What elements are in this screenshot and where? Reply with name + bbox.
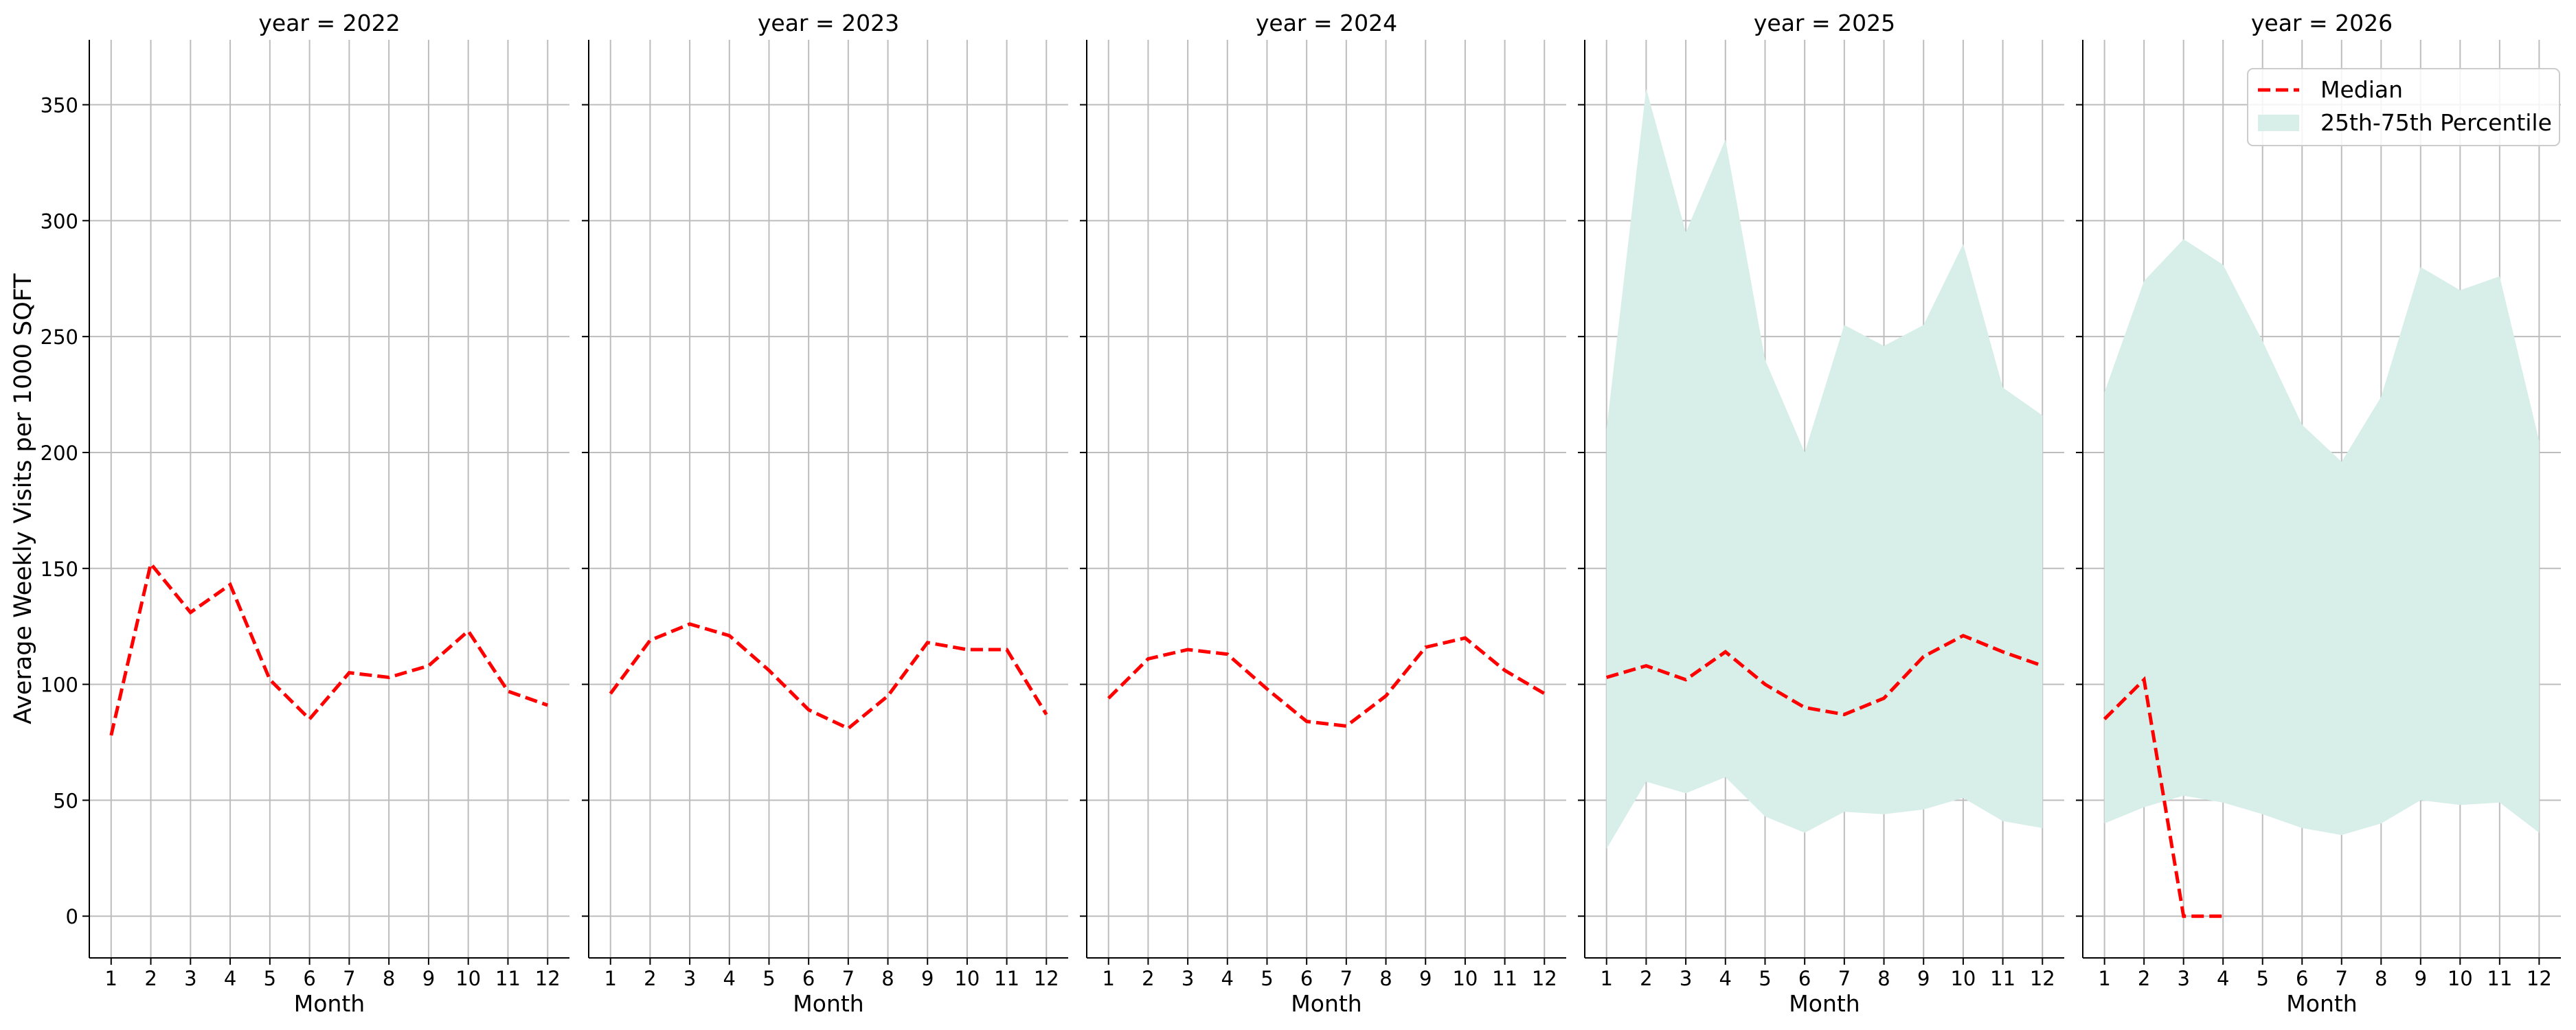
x-tick-label: 1 [2098, 967, 2110, 990]
legend-median-label: Median [2320, 76, 2403, 103]
x-tick-label: 9 [1419, 967, 1432, 990]
x-axis-label: Month [1789, 990, 1860, 1017]
y-tick-label: 300 [41, 209, 78, 233]
x-axis-label: Month [294, 990, 365, 1017]
x-tick-label: 8 [2375, 967, 2387, 990]
x-axis-label: Month [793, 990, 863, 1017]
x-tick-label: 1 [605, 967, 617, 990]
x-tick-label: 3 [2177, 967, 2189, 990]
x-tick-label: 5 [1261, 967, 1273, 990]
percentile-band [1606, 88, 2043, 849]
x-tick-label: 1 [1103, 967, 1115, 990]
x-tick-label: 12 [535, 967, 561, 990]
x-tick-label: 11 [1492, 967, 1517, 990]
x-tick-label: 12 [2030, 967, 2055, 990]
x-tick-label: 5 [762, 967, 775, 990]
x-tick-label: 3 [1182, 967, 1194, 990]
panel-title: year = 2025 [1754, 10, 1895, 36]
y-tick-label: 100 [41, 674, 78, 697]
legend-box [2247, 68, 2560, 146]
x-tick-label: 4 [224, 967, 236, 990]
x-tick-label: 7 [1838, 967, 1851, 990]
legend-band-swatch [2258, 115, 2299, 131]
legend-band-label: 25th-75th Percentile [2320, 109, 2552, 136]
x-tick-label: 3 [1680, 967, 1692, 990]
x-tick-label: 7 [343, 967, 355, 990]
x-tick-label: 6 [1300, 967, 1313, 990]
x-tick-label: 3 [683, 967, 696, 990]
x-tick-label: 7 [1340, 967, 1353, 990]
x-tick-label: 9 [2415, 967, 2427, 990]
x-tick-label: 2 [1142, 967, 1154, 990]
x-tick-label: 8 [1379, 967, 1392, 990]
x-tick-label: 4 [723, 967, 736, 990]
x-tick-label: 6 [303, 967, 315, 990]
x-tick-label: 6 [2296, 967, 2308, 990]
x-tick-label: 11 [994, 967, 1019, 990]
y-tick-label: 0 [66, 905, 78, 928]
median-line [1605, 633, 2044, 717]
x-tick-label: 1 [1601, 967, 1613, 990]
x-tick-label: 10 [455, 967, 481, 990]
x-tick-label: 10 [2448, 967, 2473, 990]
panel-title: year = 2022 [258, 10, 400, 36]
x-tick-label: 10 [1950, 967, 1976, 990]
panel-title: year = 2026 [2251, 10, 2393, 36]
x-tick-label: 7 [842, 967, 855, 990]
x-tick-label: 12 [1532, 967, 1557, 990]
x-tick-label: 2 [2138, 967, 2150, 990]
median-line [1107, 636, 1546, 729]
x-tick-label: 12 [1034, 967, 1059, 990]
y-tick-label: 150 [41, 558, 78, 581]
median-line [609, 622, 1048, 731]
y-axis-label: Average Weekly Visits per 1000 SQFT [10, 273, 37, 724]
x-tick-label: 6 [1798, 967, 1811, 990]
y-tick-label: 200 [41, 442, 78, 465]
y-tick-label: 250 [41, 325, 78, 349]
y-tick-label: 350 [41, 94, 78, 117]
x-axis-label: Month [2286, 990, 2357, 1017]
x-tick-label: 10 [1452, 967, 1478, 990]
x-tick-label: 1 [105, 967, 117, 990]
percentile-band [2104, 239, 2540, 836]
x-tick-label: 5 [1759, 967, 1771, 990]
median-line [2103, 676, 2224, 918]
x-tick-label: 11 [495, 967, 521, 990]
x-tick-label: 3 [184, 967, 196, 990]
x-tick-label: 5 [2256, 967, 2268, 990]
x-tick-label: 2 [144, 967, 157, 990]
x-tick-label: 2 [1640, 967, 1652, 990]
x-tick-label: 4 [1719, 967, 1732, 990]
x-tick-label: 7 [2336, 967, 2348, 990]
panel-title: year = 2023 [758, 10, 899, 36]
x-axis-label: Month [1291, 990, 1362, 1017]
panel-title: year = 2024 [1256, 10, 1397, 36]
x-tick-label: 4 [1221, 967, 1234, 990]
x-tick-label: 6 [802, 967, 815, 990]
x-tick-label: 5 [264, 967, 276, 990]
x-tick-label: 4 [2217, 967, 2229, 990]
x-tick-label: 9 [921, 967, 934, 990]
x-tick-label: 9 [422, 967, 435, 990]
x-tick-label: 8 [383, 967, 395, 990]
y-tick-label: 50 [53, 789, 78, 812]
median-line [109, 560, 549, 736]
x-tick-label: 8 [1877, 967, 1890, 990]
x-tick-label: 9 [1917, 967, 1930, 990]
x-tick-label: 2 [644, 967, 656, 990]
x-tick-label: 12 [2527, 967, 2552, 990]
x-tick-label: 11 [2487, 967, 2512, 990]
x-tick-label: 8 [881, 967, 894, 990]
x-tick-label: 10 [954, 967, 980, 990]
legend: Median 25th-75th Percentile [2247, 68, 2560, 146]
x-tick-label: 11 [1990, 967, 2015, 990]
